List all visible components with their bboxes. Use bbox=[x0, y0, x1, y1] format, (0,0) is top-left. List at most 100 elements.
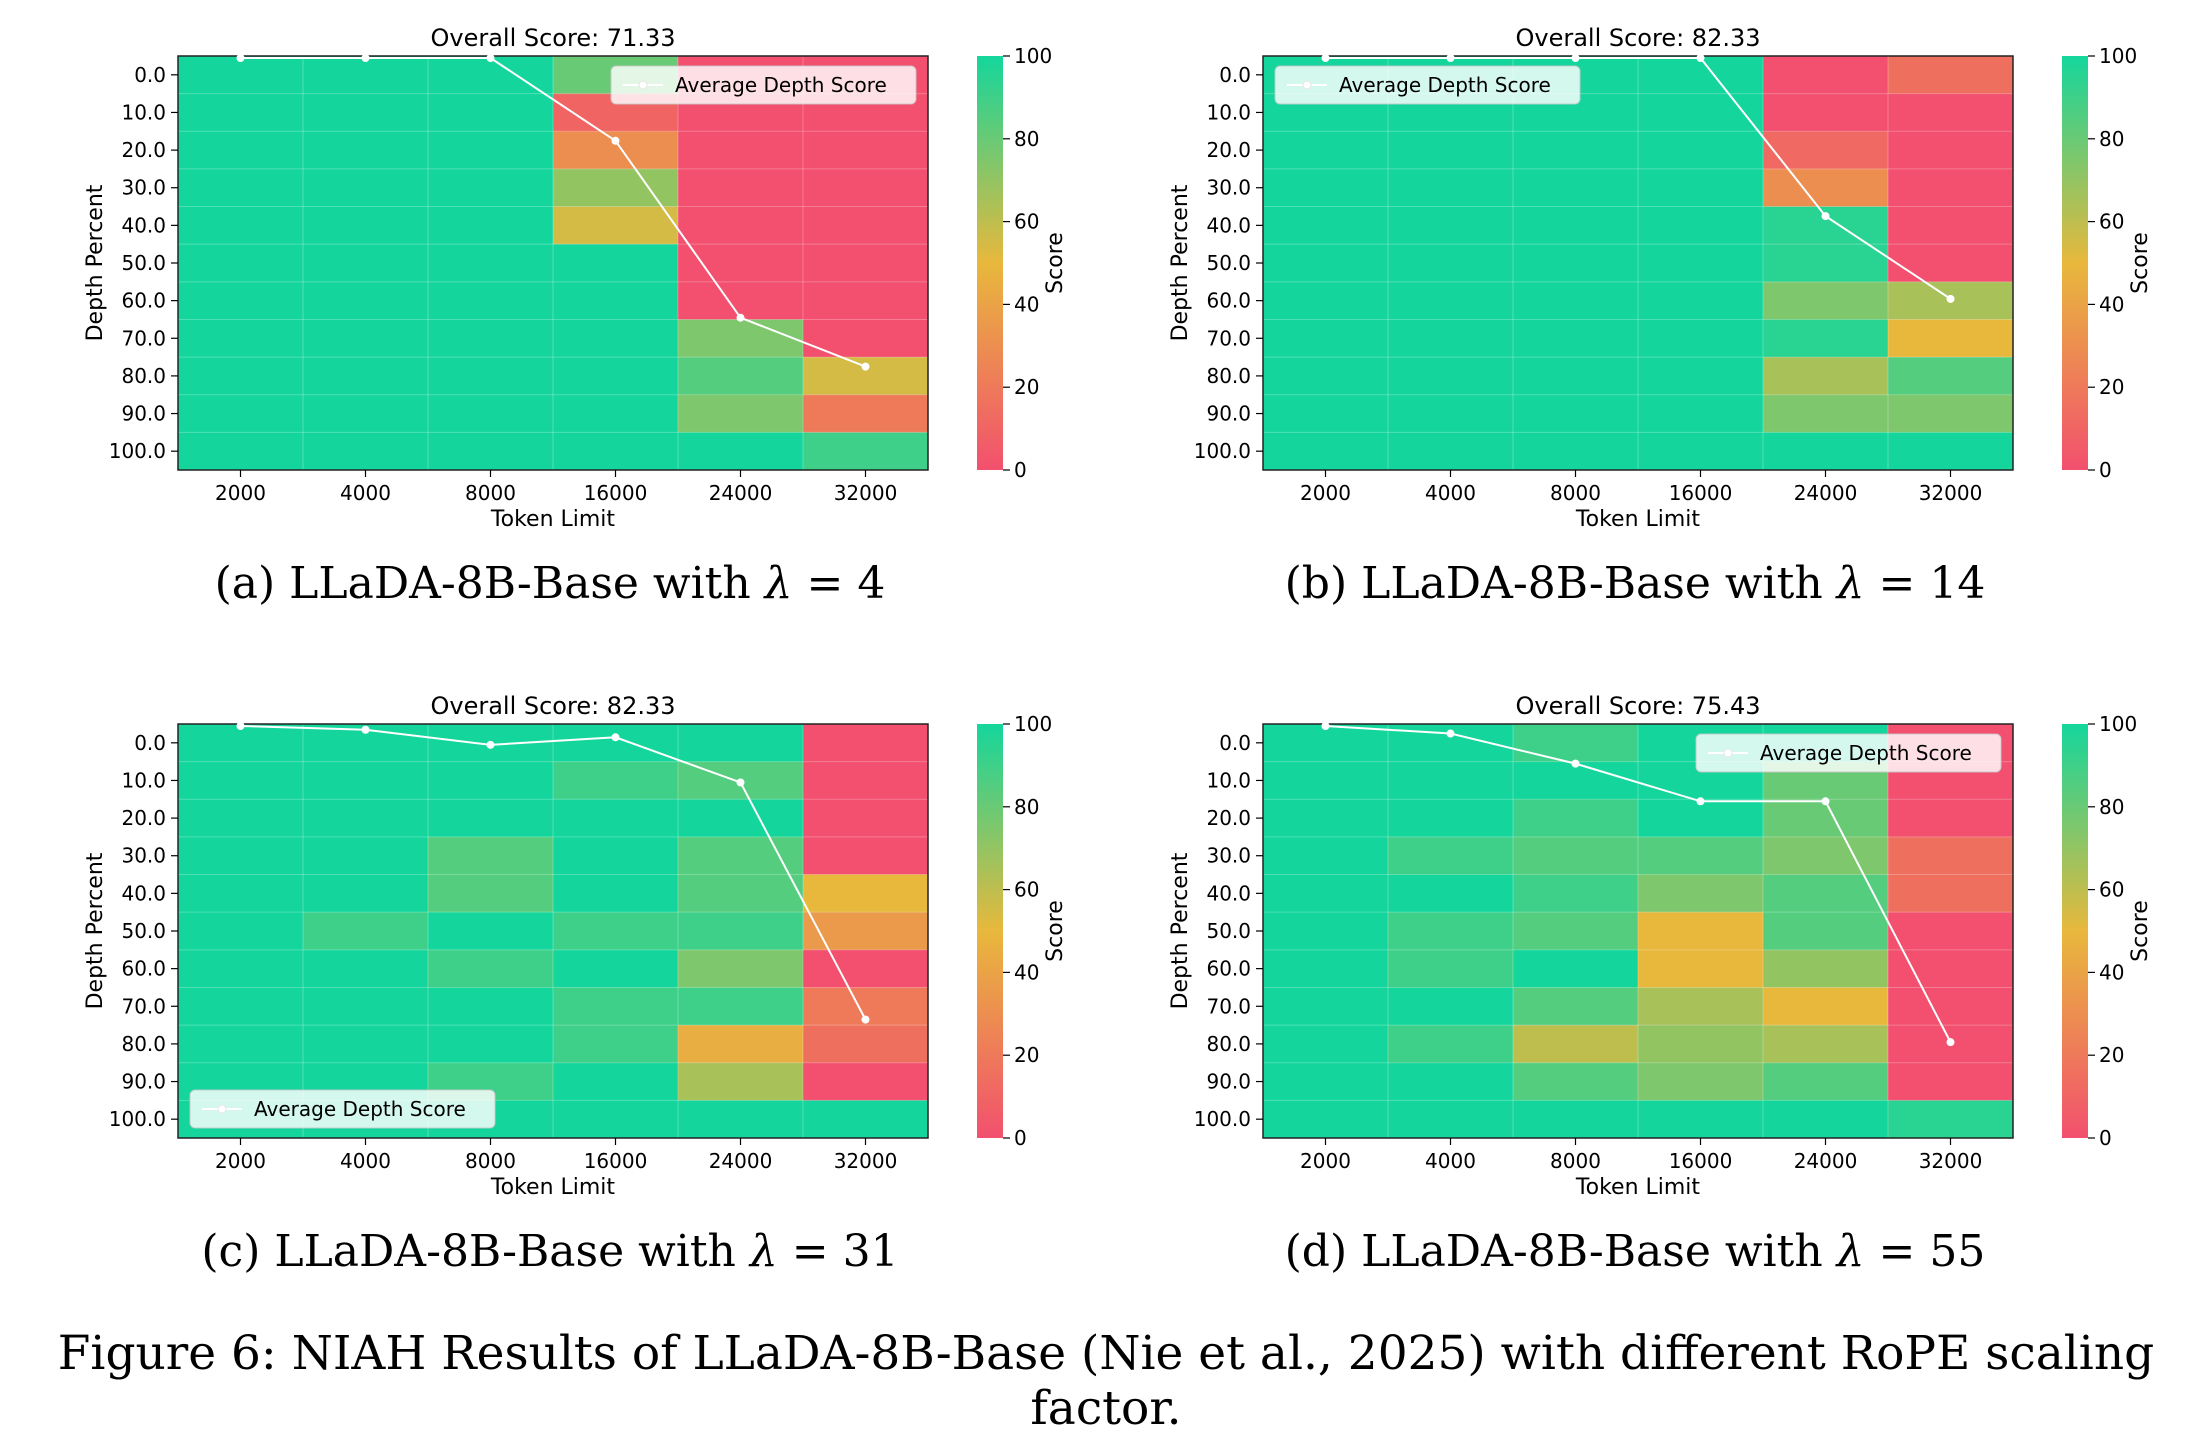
subcaption-suffix: = 55 bbox=[1864, 1226, 1986, 1277]
heatmap-cell bbox=[1388, 987, 1514, 1026]
heatmap-cell bbox=[1638, 281, 1764, 320]
heatmap-cell bbox=[1263, 319, 1389, 358]
heatmap-cell bbox=[553, 168, 679, 208]
heatmap-cell bbox=[553, 432, 679, 471]
x-tick-label: 32000 bbox=[1919, 481, 1983, 505]
colorbar-tick-label: 40 bbox=[2099, 960, 2124, 984]
y-axis-label: Depth Percent bbox=[83, 852, 108, 1009]
average-depth-score-point bbox=[1446, 54, 1455, 62]
subcaption-suffix: = 31 bbox=[777, 1226, 899, 1277]
average-depth-score-point bbox=[611, 136, 620, 145]
heatmap-cell bbox=[678, 987, 804, 1026]
heatmap-cell bbox=[678, 912, 804, 951]
colorbar-tick-label: 60 bbox=[2099, 210, 2124, 234]
x-tick-label: 2000 bbox=[1300, 1149, 1351, 1173]
chart-title: Overall Score: 82.33 bbox=[430, 692, 675, 720]
average-depth-score-series bbox=[1321, 722, 1955, 1047]
x-tick-label: 16000 bbox=[584, 481, 648, 505]
y-tick-label: 70.0 bbox=[121, 994, 166, 1018]
x-tick-label: 8000 bbox=[1550, 1149, 1601, 1173]
y-tick-label: 0.0 bbox=[134, 731, 166, 755]
x-tick-label: 8000 bbox=[465, 481, 516, 505]
colorbar: 0 20 40 60 80 100 Score bbox=[977, 712, 1068, 1150]
x-axis-label: Token Limit bbox=[1575, 507, 1701, 532]
colorbar-tick-label: 100 bbox=[2099, 44, 2137, 68]
heatmap-cell bbox=[803, 874, 929, 913]
colorbar: 0 20 40 60 80 100 Score bbox=[2062, 712, 2153, 1150]
average-depth-score-point bbox=[1571, 759, 1580, 768]
heatmap-cell bbox=[553, 319, 679, 358]
heatmap-cell bbox=[1513, 949, 1639, 988]
heatmap-cell bbox=[1388, 949, 1514, 988]
x-tick-label: 4000 bbox=[1425, 481, 1476, 505]
heatmap-cell bbox=[303, 799, 429, 838]
heatmap-cell bbox=[428, 357, 554, 396]
heatmap-cell bbox=[1263, 987, 1389, 1026]
heatmap-cell bbox=[1888, 1062, 2014, 1101]
heatmap-cell bbox=[1263, 761, 1389, 800]
average-depth-score-series bbox=[1321, 54, 1955, 303]
heatmap-cell bbox=[803, 319, 929, 358]
colorbar-tick-label: 40 bbox=[1014, 960, 1039, 984]
heatmap-cell bbox=[1388, 1100, 1514, 1139]
lambda-symbol: λ bbox=[764, 558, 793, 609]
heatmap-cell bbox=[178, 874, 304, 913]
heatmap-cell bbox=[1388, 168, 1514, 208]
heatmap-cell bbox=[1888, 56, 2014, 95]
heatmap-cell bbox=[178, 394, 304, 433]
y-tick-label: 20.0 bbox=[121, 806, 166, 830]
colorbar-tick-label: 100 bbox=[1014, 712, 1052, 736]
heatmap-cell bbox=[303, 319, 429, 358]
legend-marker-swatch bbox=[1302, 80, 1312, 90]
y-tick-label: 40.0 bbox=[1206, 881, 1251, 905]
y-tick-label: 30.0 bbox=[121, 844, 166, 868]
heatmap-cell bbox=[678, 357, 804, 396]
y-tick-label: 90.0 bbox=[1206, 1070, 1251, 1094]
average-depth-score-line bbox=[1325, 725, 1952, 1043]
heatmap-cell bbox=[1763, 357, 1889, 396]
heatmap-cell bbox=[428, 56, 554, 95]
y-tick-label: 80.0 bbox=[121, 1032, 166, 1056]
heatmap-cell bbox=[1763, 244, 1889, 283]
legend-marker-swatch bbox=[638, 80, 648, 90]
average-depth-score-point bbox=[236, 722, 245, 730]
heatmap-cell bbox=[803, 836, 929, 876]
heatmap-cell bbox=[1888, 912, 2014, 951]
heatmap-cell bbox=[1888, 206, 2014, 245]
subcaption-prefix: (c) LLaDA-8B-Base with bbox=[201, 1226, 750, 1277]
heatmap-cell bbox=[1888, 93, 2014, 132]
x-tick-label: 8000 bbox=[1550, 481, 1601, 505]
legend-box bbox=[1274, 65, 1581, 105]
heatmap-cell bbox=[1763, 131, 1889, 170]
heatmap-cell bbox=[1388, 357, 1514, 396]
heatmap-cell bbox=[1513, 1025, 1639, 1064]
heatmap-cell bbox=[428, 244, 554, 283]
average-depth-score-point bbox=[486, 740, 495, 749]
average-depth-score-line bbox=[240, 725, 867, 1021]
heatmap-cell bbox=[1513, 168, 1639, 208]
colorbar-gradient bbox=[2062, 724, 2088, 1138]
heatmap-cell bbox=[178, 761, 304, 800]
x-ticks: 2000 4000 8000 16000 24000 32000 bbox=[215, 470, 897, 505]
heatmap-cell bbox=[1513, 394, 1639, 433]
heatmap-cell bbox=[803, 432, 929, 471]
heatmap-cell bbox=[553, 394, 679, 433]
heatmap-cell bbox=[428, 168, 554, 208]
heatmap-cell bbox=[1513, 244, 1639, 283]
colorbar-tick-label: 0 bbox=[2099, 458, 2112, 482]
heatmap-cell bbox=[1513, 987, 1639, 1026]
subcaption-suffix: = 4 bbox=[792, 558, 886, 609]
heatmap-cell bbox=[1763, 1062, 1889, 1101]
heatmap-cell bbox=[1888, 357, 2014, 396]
colorbar-gradient bbox=[2062, 56, 2088, 470]
heatmap-cell bbox=[1263, 724, 1389, 763]
heatmap-cell bbox=[428, 761, 554, 800]
heatmap-cell bbox=[678, 244, 804, 283]
heatmap-cell bbox=[178, 949, 304, 988]
x-tick-label: 24000 bbox=[709, 1149, 773, 1173]
x-tick-label: 2000 bbox=[1300, 481, 1351, 505]
heatmap-cells bbox=[1263, 724, 2014, 1139]
average-depth-score-line bbox=[240, 57, 866, 368]
heatmap-cell bbox=[178, 206, 304, 245]
y-axis-label: Depth Percent bbox=[83, 184, 108, 341]
